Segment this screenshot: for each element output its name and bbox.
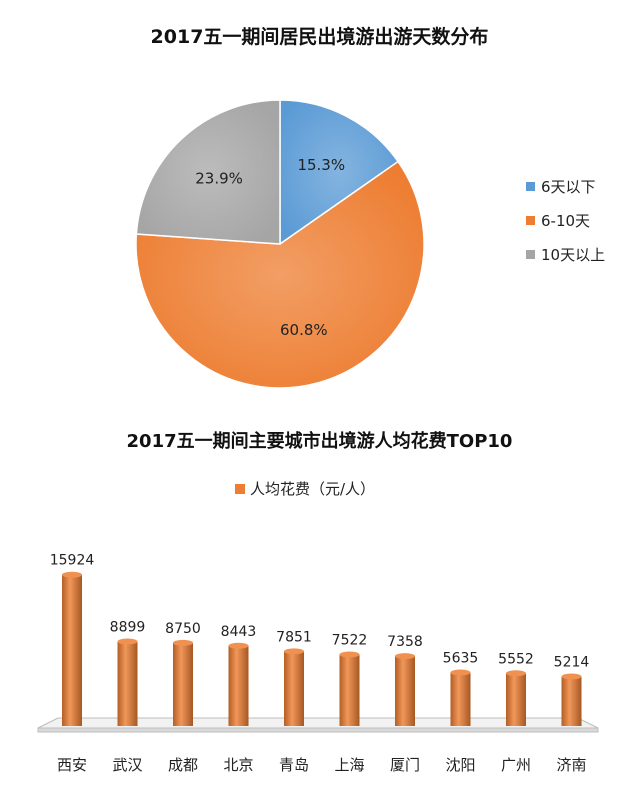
bar [506,673,526,726]
bar-data-label: 15924 [50,553,95,569]
bar-category-label: 成都 [168,756,198,774]
bar-category-label: 上海 [334,756,364,774]
pie-slice [135,160,425,389]
bar-cap [339,651,360,658]
bar-legend-swatch [235,484,245,494]
pie-legend-swatch [526,182,535,191]
bar-floor-edge [37,727,599,733]
bar-data-label: 8443 [221,624,257,640]
bar-category-label: 武汉 [112,756,142,774]
bar-data-label: 7522 [332,633,368,649]
bar-data-label: 8750 [165,621,201,637]
bar-cap [117,638,138,645]
bar-category-label: 沈阳 [445,756,475,774]
bar-data-label: 5214 [554,654,590,670]
bar-cap [284,648,304,655]
bar-cap [173,639,193,646]
bar-cap [228,642,249,649]
pie-legend-swatch [526,250,535,259]
pie-legend-label: 6天以下 [541,178,596,196]
pie-data-label: 15.3% [297,156,345,174]
pie-legend-label: 6-10天 [541,212,590,230]
pie-data-label: 60.8% [280,321,328,339]
bar [561,676,582,726]
bar-category-label: 厦门 [390,756,420,774]
pie-legend-swatch [526,216,535,225]
pie-slice [279,99,400,246]
bar-cap [395,653,415,660]
bar-data-label: 8899 [110,619,146,635]
bar-cap [62,571,82,578]
bar-category-label: 广州 [501,756,531,774]
bar-category-label: 济南 [556,756,586,774]
bar-category-label: 北京 [223,756,253,774]
bar [395,656,415,726]
bar-data-label: 5552 [498,651,534,667]
bar [62,574,82,726]
bar [284,651,304,726]
bar-legend-label: 人均花费（元/人） [250,480,375,498]
bar-data-label: 5635 [443,650,479,666]
bar-data-label: 7851 [276,629,312,645]
pie-data-label: 23.9% [195,170,243,188]
bar-cap [450,669,471,676]
bar [173,642,193,726]
bar-cap [561,673,582,680]
bar-cap [506,670,526,677]
pie-legend-label: 10天以上 [541,246,605,264]
bar-chart-title: 2017五一期间主要城市出境游人均花费TOP10 [126,431,513,452]
bar [228,645,249,726]
bar [339,654,360,726]
bar [117,641,138,726]
bar [450,672,471,726]
bar-category-label: 西安 [57,756,87,774]
pie-chart-title: 2017五一期间居民出境游出游天数分布 [150,26,489,48]
pie-slice [135,99,281,245]
bar-data-label: 7358 [387,634,423,650]
bar-category-label: 青岛 [279,756,309,774]
